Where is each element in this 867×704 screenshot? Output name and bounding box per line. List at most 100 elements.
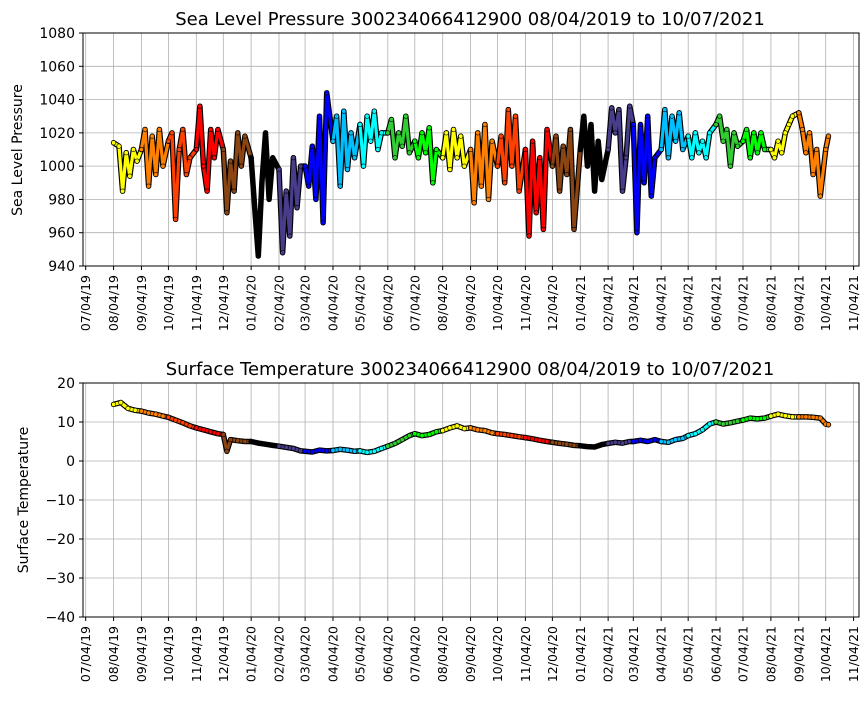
x-tick-label: 12/04/19 (216, 626, 231, 682)
data-point (478, 183, 484, 189)
data-point (471, 200, 477, 206)
data-point (396, 130, 402, 136)
y-tick-label: 940 (48, 259, 75, 275)
data-point (502, 180, 508, 186)
data-point (747, 415, 753, 421)
sea-level-pressure-title: Sea Level Pressure 300234066412900 08/04… (175, 9, 765, 30)
data-point (549, 163, 555, 169)
data-point (132, 407, 138, 413)
data-point (248, 438, 254, 444)
data-point (262, 130, 268, 136)
data-point (324, 90, 330, 96)
data-point (762, 147, 768, 153)
x-tick-label: 04/04/21 (654, 626, 669, 682)
data-point (796, 110, 802, 116)
data-point (605, 440, 611, 446)
data-point (713, 419, 719, 425)
data-point (731, 130, 737, 136)
y-tick-label: −20 (45, 532, 75, 548)
x-tick-label: 05/04/21 (681, 626, 696, 682)
data-point (330, 447, 336, 453)
x-tick-label: 05/04/20 (353, 626, 368, 682)
data-point (485, 196, 491, 202)
x-tick-label: 07/04/20 (407, 275, 422, 331)
data-point (724, 127, 730, 133)
data-point (165, 138, 171, 144)
data-point (768, 413, 774, 419)
data-point (228, 437, 234, 443)
data-point (287, 233, 293, 239)
data-point (330, 138, 336, 144)
data-point (255, 253, 261, 259)
data-point (754, 416, 760, 422)
data-point (549, 439, 555, 445)
data-point (584, 163, 590, 169)
data-point (577, 147, 583, 153)
data-point (306, 183, 312, 189)
data-point (740, 138, 746, 144)
x-tick-label: 03/04/21 (626, 626, 641, 682)
x-tick-label: 05/04/20 (353, 275, 368, 331)
data-point (392, 155, 398, 161)
data-series (110, 90, 832, 259)
data-point (440, 428, 446, 434)
data-point (388, 117, 394, 123)
data-point (270, 442, 276, 448)
data-point (302, 448, 308, 454)
data-point (324, 448, 330, 454)
y-tick-label: 0 (66, 454, 75, 470)
data-point (116, 143, 122, 149)
data-point (557, 440, 563, 446)
x-tick-label: 04/04/21 (654, 275, 669, 331)
y-tick-label: 1000 (39, 159, 75, 175)
data-point (399, 437, 405, 443)
data-point (806, 130, 812, 136)
data-point (623, 155, 629, 161)
data-point (125, 405, 131, 411)
data-point (735, 418, 741, 424)
x-tick-label: 03/04/20 (298, 626, 313, 682)
x-tick-label: 11/04/21 (846, 275, 861, 331)
data-point (685, 133, 691, 139)
data-point (544, 127, 550, 133)
surface-temperature-title: Surface Temperature 300234066412900 08/0… (166, 359, 775, 380)
data-point (775, 138, 781, 144)
x-tick-label: 11/04/21 (846, 626, 861, 682)
data-point (505, 107, 511, 113)
data-point (280, 250, 286, 256)
x-tick-label: 03/04/20 (298, 275, 313, 331)
data-point (447, 425, 453, 431)
data-point (433, 147, 439, 153)
data-point (352, 155, 358, 161)
data-point (276, 167, 282, 173)
data-point (337, 183, 343, 189)
data-point (475, 130, 481, 136)
x-tick-label: 10/04/19 (161, 626, 176, 682)
data-point (193, 425, 199, 431)
data-point (648, 193, 654, 199)
data-point (530, 436, 536, 442)
data-series (110, 399, 832, 456)
x-tick-label: 08/04/20 (435, 275, 450, 331)
y-tick-label: 20 (57, 376, 75, 392)
x-tick-label: 11/04/19 (189, 275, 204, 331)
y-tick-label: −30 (45, 571, 75, 587)
data-point (160, 163, 166, 169)
data-point (197, 103, 203, 109)
data-point (111, 140, 117, 146)
data-point (259, 180, 265, 186)
y-tick-label: −40 (45, 610, 75, 626)
data-point (789, 113, 795, 119)
data-point (584, 444, 590, 450)
data-point (371, 108, 377, 114)
data-point (228, 158, 234, 164)
series-line (659, 107, 690, 160)
data-point (810, 172, 816, 178)
data-point (348, 130, 354, 136)
data-point (149, 133, 155, 139)
data-point (537, 155, 543, 161)
x-tick-label: 07/04/20 (407, 626, 422, 682)
data-point (775, 411, 781, 417)
x-tick-label: 07/04/21 (736, 275, 751, 331)
data-point (588, 122, 594, 128)
